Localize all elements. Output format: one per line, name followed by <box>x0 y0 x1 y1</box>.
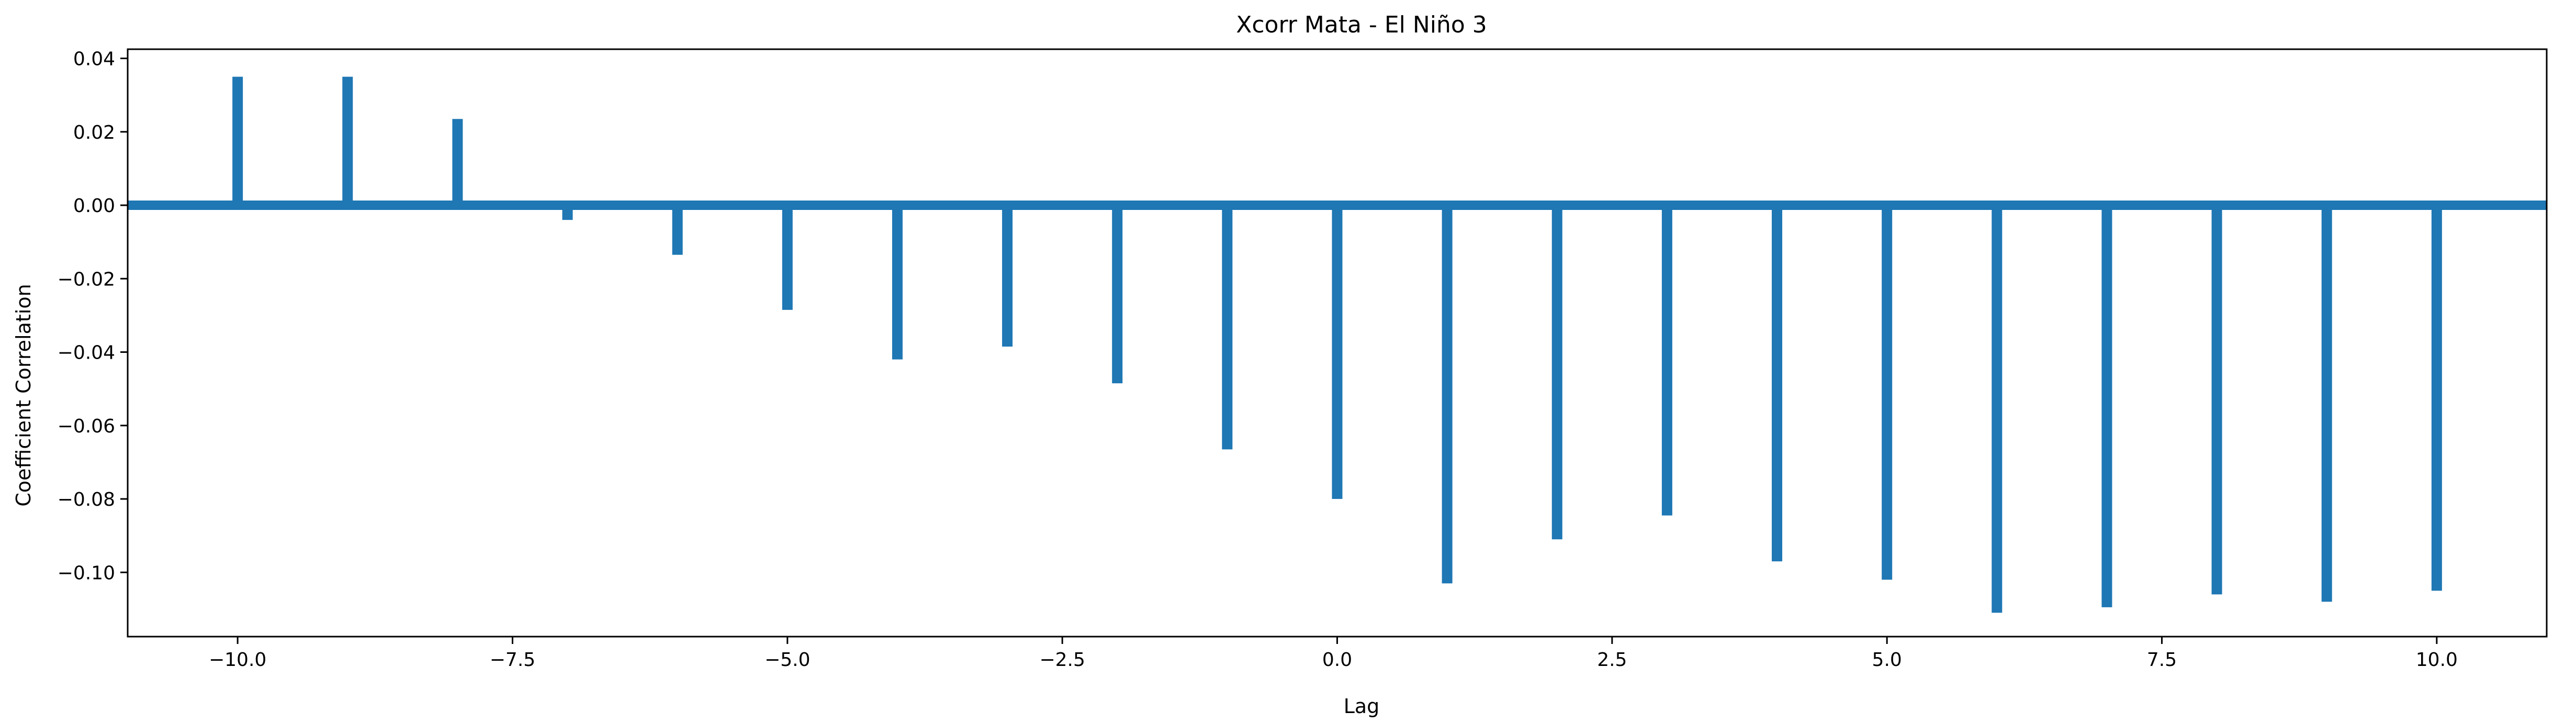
x-tick-label: −5.0 <box>764 649 810 671</box>
x-tick-label: 5.0 <box>1872 649 1902 671</box>
bar-lag-7 <box>2101 205 2112 607</box>
y-tick-label: −0.10 <box>58 562 115 584</box>
bar-lag-4 <box>1772 205 1783 562</box>
y-tick-label: −0.08 <box>58 489 115 510</box>
bar-lag--3 <box>1002 205 1013 347</box>
y-tick-label: 0.02 <box>73 122 115 143</box>
bar-lag--6 <box>672 205 683 255</box>
bar-lag-0 <box>1332 205 1343 499</box>
y-axis-label: Coefficient Correlation <box>12 284 35 506</box>
bar-lag--5 <box>782 205 793 310</box>
bar-lag-1 <box>1442 205 1453 584</box>
y-tick-label: −0.04 <box>58 342 115 364</box>
y-tick-label: −0.02 <box>58 269 115 290</box>
bar-lag-6 <box>1992 205 2003 613</box>
x-tick-label: 7.5 <box>2147 649 2177 671</box>
bar-lag--2 <box>1112 205 1123 384</box>
x-tick-label: 2.5 <box>1597 649 1627 671</box>
y-tick-label: −0.06 <box>58 416 115 437</box>
bar-lag--10 <box>232 76 243 206</box>
bar-lag--4 <box>892 205 903 360</box>
bars-group <box>232 76 2442 613</box>
bar-lag-8 <box>2211 205 2222 595</box>
x-tick-label: −10.0 <box>209 649 266 671</box>
bar-lag-3 <box>1661 205 1672 516</box>
bar-lag--9 <box>342 76 353 206</box>
x-tick-label: 0.0 <box>1322 649 1352 671</box>
bar-lag--8 <box>452 119 463 206</box>
y-tick-label: 0.00 <box>73 195 115 217</box>
bar-lag--1 <box>1222 205 1233 450</box>
bar-lag-5 <box>1882 205 1893 580</box>
chart-title: Xcorr Mata - El Niño 3 <box>1236 12 1487 38</box>
x-tick-label: 10.0 <box>2416 649 2458 671</box>
x-tick-label: −2.5 <box>1039 649 1085 671</box>
x-tick-label: −7.5 <box>490 649 535 671</box>
x-axis-ticks: −10.0 −7.5 −5.0 −2.5 0.0 2.5 5.0 7.5 10.0 <box>209 637 2458 671</box>
bar-lag-2 <box>1551 205 1562 540</box>
bar-lag-9 <box>2321 205 2332 602</box>
x-axis-label: Lag <box>1344 695 1380 718</box>
bar-lag-10 <box>2431 205 2442 591</box>
y-tick-label: 0.04 <box>73 49 115 70</box>
y-axis-ticks: 0.04 0.02 0.00 −0.02 −0.04 −0.06 −0.08 −0.10 <box>58 49 128 584</box>
